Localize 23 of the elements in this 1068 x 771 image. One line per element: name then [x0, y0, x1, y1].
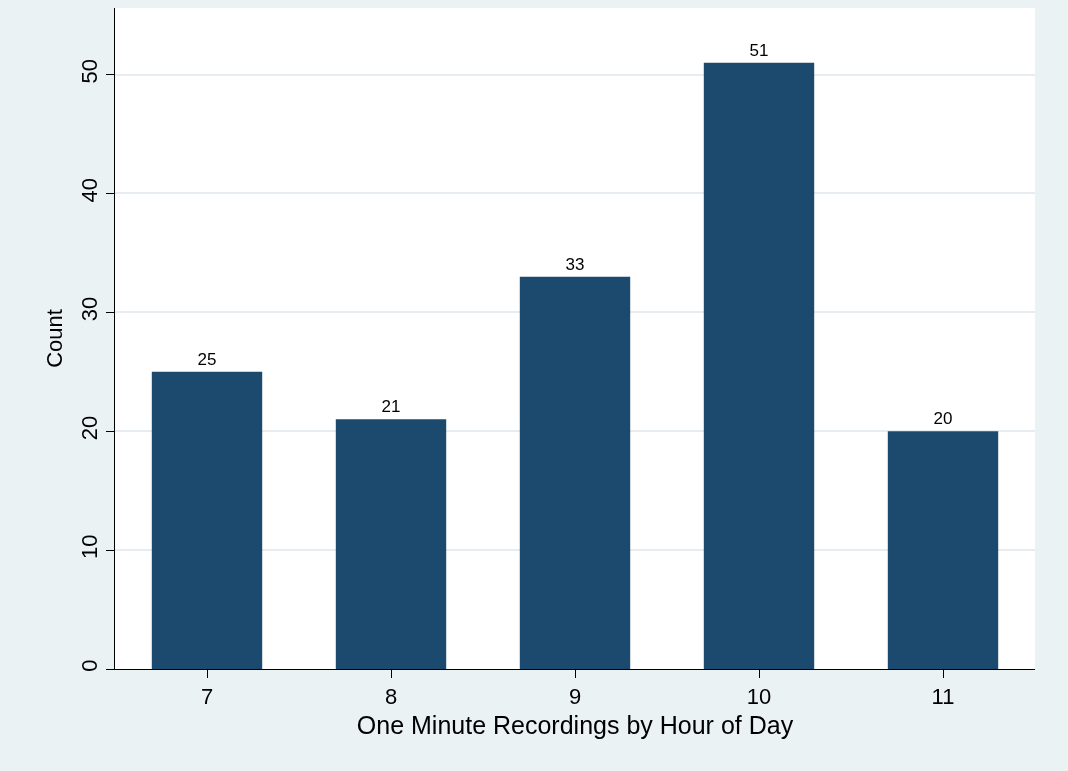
data-label: 20 [933, 409, 953, 429]
bar [151, 371, 263, 669]
y-tick-label: 40 [77, 177, 103, 203]
x-tick-label: 10 [746, 684, 772, 710]
bar [519, 276, 631, 669]
y-tick-label: 30 [77, 296, 103, 322]
x-tick-label: 11 [931, 684, 955, 710]
data-label: 51 [749, 40, 769, 60]
y-tick-label: 10 [77, 534, 103, 560]
x-tick-label: 8 [384, 684, 398, 710]
y-axis-title: Count [42, 309, 67, 368]
data-label: 33 [565, 254, 585, 274]
bar [703, 62, 815, 669]
bar [335, 419, 447, 669]
x-axis-title: One Minute Recordings by Hour of Day [356, 711, 794, 740]
data-label: 25 [197, 349, 217, 369]
y-tick-label: 50 [77, 59, 103, 84]
bar [887, 431, 999, 669]
x-tick-label: 7 [200, 684, 214, 710]
x-tick-label: 9 [568, 684, 582, 710]
data-label: 21 [381, 397, 401, 417]
y-tick-label: 0 [77, 659, 103, 672]
y-tick-label: 20 [77, 415, 103, 441]
